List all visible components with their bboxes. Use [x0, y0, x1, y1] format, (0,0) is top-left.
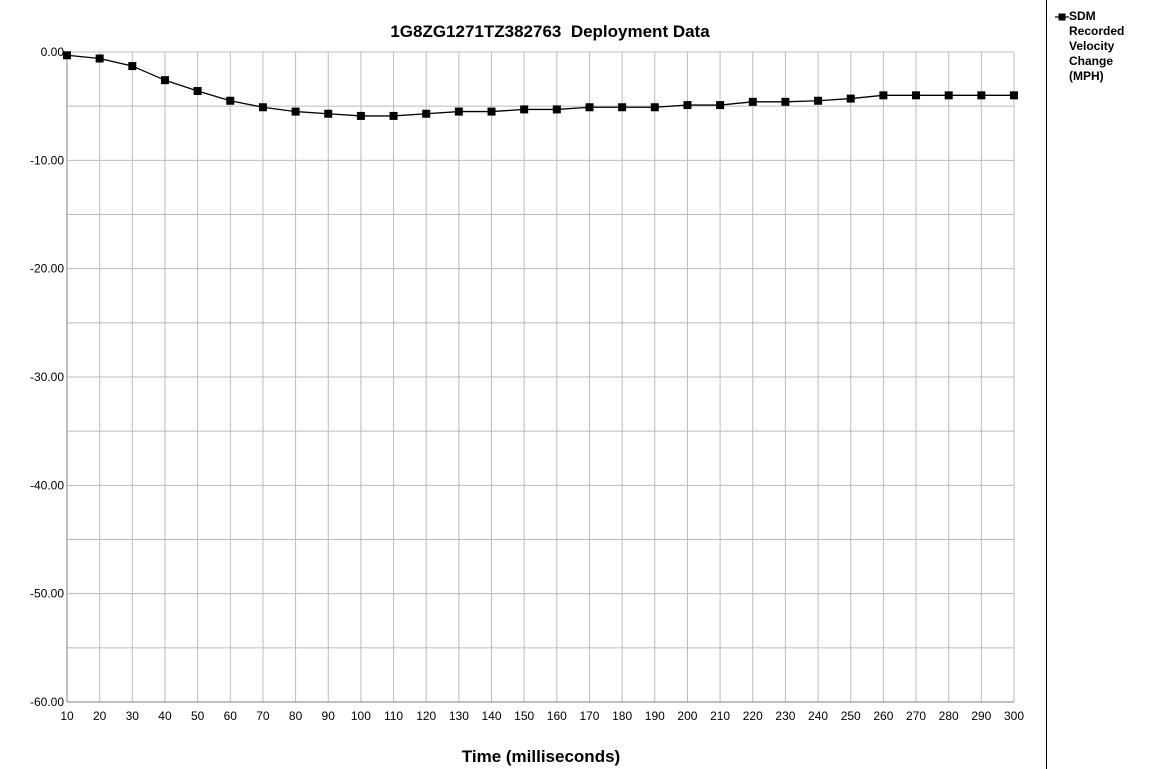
x-tick-label: 300: [1004, 709, 1024, 723]
data-point: [1010, 91, 1018, 100]
x-tick-label: 30: [126, 709, 140, 723]
y-tick-label: -50.00: [30, 587, 64, 601]
plot-background: [0, 0, 1046, 769]
x-tick-label: 260: [873, 709, 893, 723]
x-tick-label: 80: [289, 709, 303, 723]
data-point: [487, 107, 496, 116]
series-line: [66, 54, 1014, 117]
legend-series-label: SDM Recorded Velocity Change (MPH): [1069, 9, 1125, 83]
chart: 1G8ZG1271TZ382763 Deployment Data 0.00 -1…: [0, 0, 1046, 769]
x-tick-label: 90: [322, 709, 336, 723]
x-tick-label: 200: [677, 709, 697, 723]
y-tick-label: -10.00: [30, 153, 64, 167]
data-point: [520, 105, 529, 114]
data-point: [95, 54, 104, 63]
legend: [1046, 0, 1150, 769]
data-point: [748, 97, 757, 106]
data-point: [977, 91, 986, 100]
data-point: [63, 51, 71, 60]
x-tick-label: 110: [384, 709, 403, 723]
x-tick-label: 180: [612, 709, 632, 723]
data-point: [324, 109, 333, 118]
y-tick-label: -30.00: [30, 370, 64, 384]
x-tick-label: 130: [449, 709, 469, 723]
y-axis-ticks: 0.00 -10.00 -20.00 -30.00 -40.00 -50.00 -60.00: [30, 45, 64, 709]
x-tick-label: 140: [482, 709, 502, 723]
x-axis-ticks: 10 20 30 40 50 60 70 80 90 100 110 120 130 140 150 160 1…: [60, 709, 1024, 723]
x-tick-label: 60: [224, 709, 238, 723]
grid: [66, 51, 1015, 703]
x-tick-label: 210: [710, 709, 730, 723]
data-point: [944, 91, 953, 100]
y-tick-label: 0.00: [41, 45, 65, 59]
data-point: [846, 94, 855, 103]
x-tick-label: 250: [841, 709, 861, 723]
x-tick-label: 280: [939, 709, 959, 723]
x-tick-label: 20: [93, 709, 107, 723]
y-tick-label: -20.00: [30, 262, 64, 276]
x-tick-label: 40: [158, 709, 172, 723]
data-point: [258, 103, 267, 112]
x-tick-label: 270: [906, 709, 926, 723]
data-point: [716, 101, 725, 110]
axes: [66, 52, 1014, 703]
legend-marker: [1055, 13, 1069, 21]
data-point: [226, 96, 235, 105]
data-point: [912, 91, 921, 100]
x-tick-label: 150: [514, 709, 534, 723]
x-tick-label: 70: [256, 709, 270, 723]
x-axis-label: Time (milliseconds): [462, 747, 620, 766]
x-tick-label: 170: [579, 709, 599, 723]
x-tick-label: 160: [547, 709, 567, 723]
x-tick-label: 50: [191, 709, 205, 723]
data-point: [422, 109, 431, 118]
data-point: [781, 97, 790, 106]
x-tick-label: 120: [416, 709, 436, 723]
data-point: [552, 105, 561, 114]
x-tick-label: 240: [808, 709, 828, 723]
x-tick-label: 100: [351, 709, 371, 723]
x-tick-label: 10: [60, 709, 74, 723]
data-point: [585, 103, 594, 112]
series: [63, 51, 1018, 120]
data-point: [618, 103, 627, 112]
data-point: [650, 103, 659, 112]
chart-title: 1G8ZG1271TZ382763 Deployment Data: [390, 22, 710, 41]
y-tick-label: -60.00: [30, 695, 64, 709]
x-tick-label: 190: [645, 709, 665, 723]
x-tick-label: 230: [775, 709, 795, 723]
x-tick-label: 220: [743, 709, 763, 723]
data-point: [356, 111, 365, 120]
data-point: [454, 107, 463, 116]
data-point: [879, 91, 888, 100]
y-tick-label: -40.00: [30, 478, 64, 492]
data-point: [683, 101, 692, 110]
x-tick-label: 290: [971, 709, 991, 723]
data-point: [814, 96, 823, 105]
data-point: [128, 62, 137, 71]
data-point: [193, 87, 202, 95]
data-point: [291, 107, 300, 116]
data-point: [160, 76, 169, 85]
data-point: [389, 111, 398, 120]
